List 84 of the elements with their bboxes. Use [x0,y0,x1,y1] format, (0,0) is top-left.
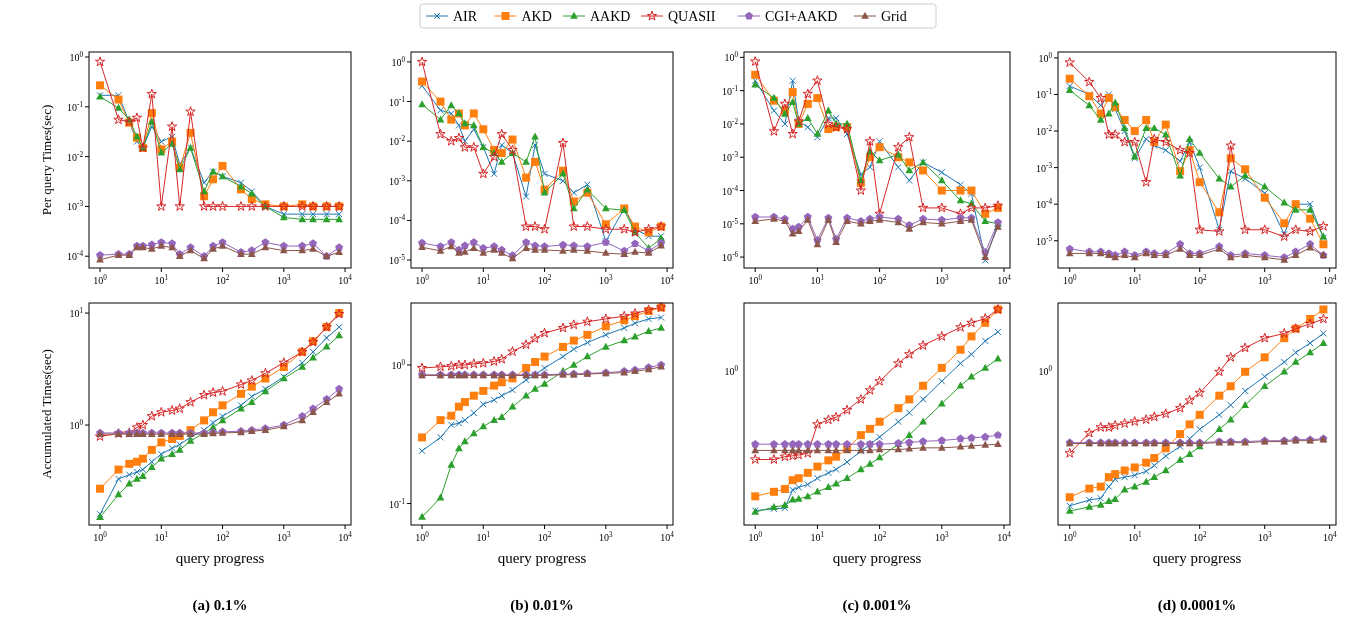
x-tick-label: 10$^{4}$ [1322,274,1337,286]
x-axis-title: query progress [1152,550,1242,566]
y-axis-title: Accumulated Times(sec) [39,349,54,479]
x-tick-label: 10$^{4}$ [1322,531,1337,543]
legend-label: AKD [521,9,552,24]
y-tick-label: 10$^{-5}$ [389,254,406,267]
y-tick-label: 10$^{-4}$ [67,250,84,263]
x-tick-label: 10$^{1}$ [1127,531,1142,543]
x-tick-label: 10$^{3}$ [599,531,614,543]
y-tick-label: 10$^{-2}$ [67,150,84,163]
text: (d) 0.0001% [1157,597,1237,614]
legend-label: AAKD [590,9,631,24]
y-tick-label: 10$^{-3}$ [389,174,406,187]
y-tick-label: 10$^{0}$ [69,419,84,432]
x-tick-label: 10$^{0}$ [93,274,108,286]
x-tick-label: 10$^{0}$ [1062,531,1077,543]
x-tick-label: 10$^{0}$ [1062,274,1077,286]
y-tick-label: 10$^{1}$ [69,307,84,320]
y-tick-label: 10$^{-3}$ [67,200,84,213]
y-tick-label: 10$^{-1}$ [722,84,739,97]
y-tick-label: 10$^{-2}$ [389,135,406,148]
x-tick-label: 10$^{1}$ [154,274,169,286]
x-tick-label: 10$^{4}$ [338,274,353,286]
y-tick-label: 10$^{0}$ [391,358,406,371]
x-tick-label: 10$^{4}$ [338,531,353,543]
legend-label: Grid [881,9,907,24]
x-tick-label: 10$^{0}$ [748,274,763,286]
y-tick-label: 10$^{0}$ [724,51,739,64]
text: (b) 0.01% [510,597,574,614]
x-tick-label: 10$^{4}$ [997,274,1012,286]
y-tick-label: 10$^{-4}$ [389,214,406,227]
x-tick-label: 10$^{1}$ [154,531,169,543]
legend-label: AIR [453,9,478,24]
y-axis-title: Per query Times(sec) [39,104,54,216]
x-tick-label: 10$^{2}$ [537,274,552,286]
y-tick-label: 10$^{0}$ [69,51,84,63]
x-tick-label: 10$^{3}$ [1257,531,1272,543]
x-tick-label: 10$^{0}$ [415,274,430,286]
y-tick-label: 10$^{-4}$ [722,184,739,197]
y-tick-label: 10$^{-1}$ [389,95,406,108]
y-tick-label: 10$^{-6}$ [722,251,739,264]
x-axis-title: query progress [175,550,265,566]
x-tick-label: 10$^{1}$ [476,274,491,286]
y-tick-label: 10$^{-1}$ [67,100,84,113]
y-tick-label: 10$^{-1}$ [389,497,406,510]
x-tick-label: 10$^{0}$ [748,531,763,543]
x-tick-label: 10$^{3}$ [277,531,292,543]
x-tick-label: 10$^{2}$ [215,531,230,543]
x-tick-label: 10$^{4}$ [660,531,675,543]
x-tick-label: 10$^{2}$ [1192,531,1207,543]
legend-label: CGI+AAKD [765,9,838,24]
x-tick-label: 10$^{1}$ [810,531,825,543]
y-tick-label: 10$^{-1}$ [1036,88,1053,101]
x-tick-label: 10$^{3}$ [277,274,292,286]
y-tick-label: 10$^{-2}$ [722,117,739,130]
x-tick-label: 10$^{2}$ [215,274,230,286]
y-tick-label: 10$^{-3}$ [722,151,739,164]
y-tick-label: 10$^{0}$ [391,55,406,68]
x-tick-label: 10$^{4}$ [997,531,1012,543]
x-tick-label: 10$^{1}$ [1127,274,1142,286]
x-tick-label: 10$^{3}$ [599,274,614,286]
x-tick-label: 10$^{1}$ [810,274,825,286]
x-tick-label: 10$^{2}$ [872,531,887,543]
x-axis-title: query progress [832,550,922,566]
y-tick-label: 10$^{-2}$ [1036,125,1053,138]
y-tick-label: 10$^{0}$ [1038,51,1053,64]
legend-label: QUASII [668,9,716,24]
x-tick-label: 10$^{3}$ [934,531,949,543]
x-tick-label: 10$^{4}$ [660,274,675,286]
x-tick-label: 10$^{3}$ [1257,274,1272,286]
x-tick-label: 10$^{2}$ [537,531,552,543]
x-tick-label: 10$^{0}$ [415,531,430,543]
x-tick-label: 10$^{1}$ [476,531,491,543]
x-tick-label: 10$^{2}$ [1192,274,1207,286]
y-tick-label: 10$^{-5}$ [722,217,739,230]
x-axis-title: query progress [497,550,587,566]
x-tick-label: 10$^{3}$ [934,274,949,286]
x-tick-label: 10$^{2}$ [872,274,887,286]
x-tick-label: 10$^{0}$ [93,531,108,543]
text: (c) 0.001% [842,597,912,614]
text: (a) 0.1% [192,597,248,614]
y-tick-label: 10$^{-5}$ [1036,234,1053,247]
y-tick-label: 10$^{-4}$ [1036,198,1053,211]
y-tick-label: 10$^{-3}$ [1036,161,1053,174]
